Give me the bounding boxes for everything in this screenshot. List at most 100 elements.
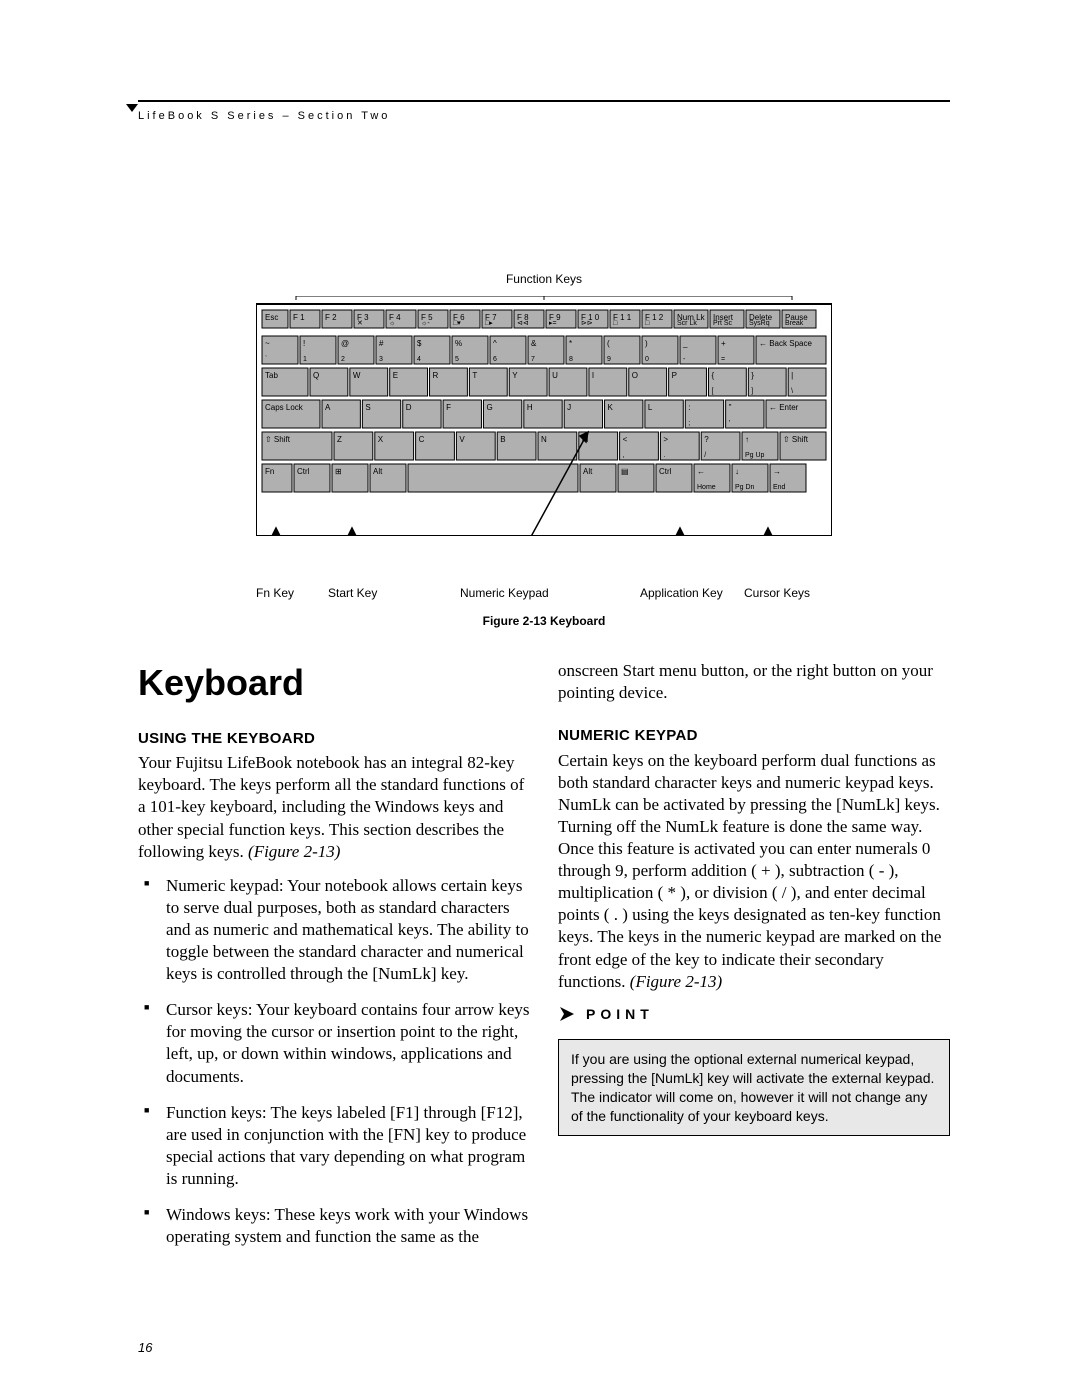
svg-text:Scr Lk: Scr Lk (677, 320, 697, 327)
svg-text:?: ? (704, 435, 709, 444)
svg-text:/: / (704, 452, 706, 459)
svg-text:Y: Y (512, 371, 518, 380)
keyboard-svg: EscF 1F 2F 3✕F 4☼F 5☼-F 6□▾F 7□▸F 8⊲⊲F 9… (256, 296, 832, 536)
svg-text:Alt: Alt (583, 467, 593, 476)
svg-text:}: } (751, 371, 754, 380)
svg-text:]: ] (751, 388, 753, 395)
svg-text:7: 7 (531, 356, 535, 363)
svg-text:Q: Q (313, 371, 319, 380)
svg-text:H: H (527, 403, 533, 412)
svg-text:&: & (531, 339, 537, 348)
svg-text:%: % (455, 339, 462, 348)
svg-text:#: # (379, 339, 384, 348)
svg-text:8: 8 (569, 356, 573, 363)
svg-text:⊞: ⊞ (335, 467, 342, 476)
using-head: USING THE KEYBOARD (138, 729, 530, 749)
list-item: Function keys: The keys labeled [F1] thr… (156, 1102, 530, 1190)
svg-text:D: D (406, 403, 412, 412)
svg-text:): ) (645, 339, 648, 348)
svg-text:$: $ (417, 339, 422, 348)
svg-text:End: End (773, 484, 786, 491)
svg-text::: : (688, 403, 690, 412)
svg-text:✕: ✕ (357, 320, 363, 327)
column-right: onscreen Start menu button, or the right… (558, 660, 950, 1262)
svg-text:0: 0 (645, 356, 649, 363)
svg-text:5: 5 (455, 356, 459, 363)
svg-text:': ' (729, 420, 730, 427)
svg-text:▤: ▤ (621, 467, 629, 476)
svg-text:6: 6 (493, 356, 497, 363)
svg-text:□▾: □▾ (453, 320, 461, 327)
callout-fn: Fn Key (256, 586, 294, 600)
svg-text:": " (729, 403, 732, 412)
svg-text:J: J (567, 403, 571, 412)
svg-text:A: A (325, 403, 331, 412)
svg-text:2: 2 (341, 356, 345, 363)
svg-text:3: 3 (379, 356, 383, 363)
manual-page: LifeBook S Series – Section Two Function… (0, 0, 1080, 1397)
svg-text:Fn: Fn (265, 467, 274, 476)
svg-text:.: . (663, 452, 665, 459)
svg-text:↑: ↑ (745, 435, 749, 444)
svg-text:□▸: □▸ (485, 320, 493, 327)
svg-text:Ctrl: Ctrl (659, 467, 672, 476)
svg-text:N: N (541, 435, 547, 444)
svg-text:C: C (419, 435, 425, 444)
svg-text:Tab: Tab (265, 371, 278, 380)
svg-text:☼: ☼ (389, 320, 395, 327)
svg-text:←: ← (697, 467, 705, 476)
numeric-para: Certain keys on the keyboard perform dua… (558, 750, 950, 993)
svg-text:~: ~ (265, 339, 270, 348)
numeric-head: NUMERIC KEYPAD (558, 726, 950, 746)
list-item: Numeric keypad: Your notebook allows cer… (156, 875, 530, 985)
list-item: Cursor keys: Your keyboard contains four… (156, 999, 530, 1087)
svg-text:Ctrl: Ctrl (297, 467, 310, 476)
svg-text:W: W (353, 371, 361, 380)
svg-text:!: ! (303, 339, 305, 348)
callout-app: Application Key (640, 586, 723, 600)
svg-text:Esc: Esc (265, 313, 278, 322)
svg-text:Pg Dn: Pg Dn (735, 484, 755, 491)
svg-text:+: + (721, 339, 726, 348)
svg-text:|: | (791, 371, 793, 380)
svg-text:⇧ Shift: ⇧ Shift (265, 435, 291, 444)
figure-caption: Figure 2-13 Keyboard (256, 614, 832, 628)
svg-text:T: T (472, 371, 477, 380)
svg-text:↓: ↓ (735, 467, 739, 476)
svg-text:Pg Up: Pg Up (745, 452, 765, 459)
svg-text:F: F (446, 403, 451, 412)
svg-text:;: ; (688, 420, 690, 427)
col2-top: onscreen Start menu button, or the right… (558, 660, 950, 704)
list-item: Windows keys: These keys work with your … (156, 1204, 530, 1248)
callout-start: Start Key (328, 586, 377, 600)
svg-text:← Enter: ← Enter (769, 403, 799, 412)
svg-text:[: [ (711, 388, 713, 395)
svg-text:1: 1 (303, 356, 307, 363)
svg-text:4: 4 (417, 356, 421, 363)
svg-text:(: ( (607, 339, 610, 348)
svg-text:Home: Home (697, 484, 716, 491)
svg-text:`: ` (265, 356, 267, 363)
svg-text:F 2: F 2 (325, 313, 337, 322)
figure-area: Function Keys EscF 1F 2F 3✕F 4☼F 5☼-F 6□… (138, 272, 950, 630)
callout-cursor: Cursor Keys (744, 586, 810, 600)
callout-numeric: Numeric Keypad (460, 586, 549, 600)
point-box: If you are using the optional external n… (558, 1039, 950, 1137)
svg-text:▸=: ▸= (549, 320, 557, 327)
keyboard-diagram: Function Keys EscF 1F 2F 3✕F 4☼F 5☼-F 6□… (256, 272, 832, 628)
svg-text:<: < (623, 435, 628, 444)
running-head: LifeBook S Series – Section Two (138, 110, 950, 122)
svg-text:→: → (773, 467, 781, 476)
svg-text:SysRq: SysRq (749, 320, 770, 327)
point-heading: POINT (558, 1005, 950, 1023)
svg-text:F 1: F 1 (293, 313, 305, 322)
svg-text:=: = (721, 356, 725, 363)
arrowhead-icon (126, 104, 138, 112)
svg-text:^: ^ (493, 339, 497, 348)
svg-text:B: B (500, 435, 505, 444)
function-keys-label: Function Keys (256, 272, 832, 286)
page-title: Keyboard (138, 660, 530, 707)
top-rule (138, 100, 950, 102)
svg-text:>: > (663, 435, 668, 444)
bullet-list: Numeric keypad: Your notebook allows cer… (138, 875, 530, 1248)
